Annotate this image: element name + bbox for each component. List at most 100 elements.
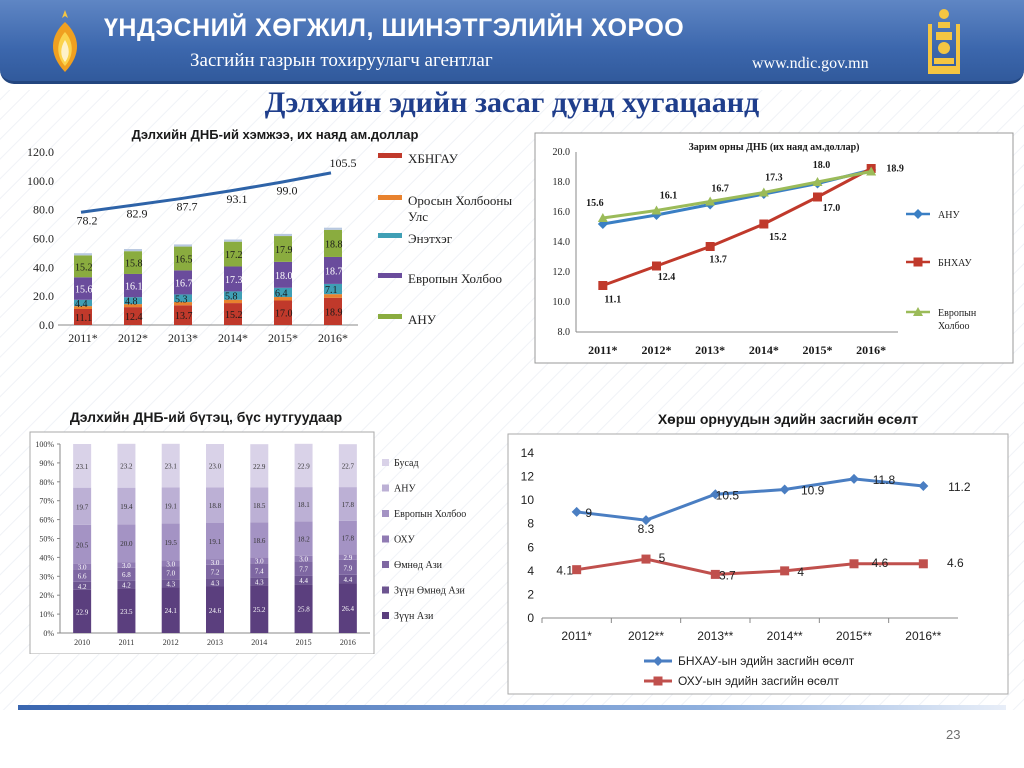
legend-marker: [913, 209, 923, 219]
data-label: 3.0: [122, 562, 131, 570]
bar-segment: [73, 589, 92, 633]
bar-segment: [117, 580, 136, 589]
bar-segment: [338, 520, 357, 555]
x-tick-label: 2015: [296, 638, 312, 647]
y-tick-label: 20.0: [553, 147, 571, 158]
data-label: 15.6: [75, 285, 93, 296]
data-point: [705, 196, 716, 206]
bar-segment: [161, 579, 180, 588]
x-tick-label: 2016: [340, 638, 356, 647]
data-label: 13.7: [175, 311, 193, 322]
bar-segment: [174, 305, 192, 325]
bar-segment: [338, 554, 357, 560]
total-label: 99.0: [277, 183, 298, 197]
x-tick-label: 2013: [207, 638, 223, 647]
y-tick-label: 10: [521, 493, 535, 507]
data-point: [597, 213, 608, 222]
data-label: 3.0: [78, 563, 87, 571]
data-label: 23.2: [120, 463, 133, 471]
bar-segment: [174, 294, 192, 303]
bar-segment: [250, 577, 269, 586]
data-label: 7.9: [343, 564, 352, 572]
data-label: 19.4: [120, 503, 133, 511]
chart-selected-countries-gdp: Зарим орны ДНБ (их наяд ам.доллар) 8.0 10.…: [534, 132, 1014, 364]
data-label: 18.2: [297, 536, 310, 544]
bar-segment: [294, 443, 313, 488]
data-point: [710, 489, 721, 500]
bar-segment: [338, 574, 357, 584]
legend-label: Холбоо: [938, 321, 970, 332]
bar-segment: [294, 487, 313, 522]
bar-segment: [74, 277, 92, 300]
bar-segment: [224, 241, 242, 267]
data-point: [849, 559, 859, 569]
bar-segment: [161, 443, 180, 488]
x-tick-label: 2010: [74, 638, 90, 647]
bar-segment: [174, 270, 192, 295]
y-tick-label: 10.0: [553, 297, 571, 308]
bar-segment: [174, 246, 192, 271]
total-label: 78.2: [77, 213, 98, 227]
data-label: 23.1: [76, 463, 89, 471]
data-label: 19.7: [76, 503, 89, 511]
legend-marker: [653, 676, 663, 686]
bar-cap: [124, 249, 142, 252]
bar-segment: [74, 299, 92, 307]
data-point: [849, 473, 859, 484]
bar-segment: [274, 261, 292, 288]
legend-swatch: [382, 484, 389, 492]
data-label: 5: [659, 551, 666, 565]
legend-label: Энэтхэг: [408, 231, 452, 246]
data-label: 17.8: [342, 501, 355, 509]
data-label: 25.2: [253, 606, 266, 614]
bar-segment: [224, 299, 242, 304]
data-label: 4.2: [122, 582, 131, 590]
x-tick-label: 2013*: [168, 331, 198, 345]
legend-swatch: [378, 195, 402, 200]
data-label: 4.4: [343, 576, 352, 584]
data-label: 13.7: [709, 255, 727, 266]
x-tick-label: 2016*: [318, 331, 348, 345]
data-label: 4.6: [947, 556, 964, 570]
data-label: 15.8: [125, 259, 143, 270]
data-point: [705, 242, 715, 251]
y-tick-label: 120.0: [27, 145, 54, 159]
bar-cap: [324, 227, 342, 230]
bar-segment: [206, 578, 224, 587]
bar-cap: [274, 233, 292, 237]
data-point: [866, 166, 877, 176]
data-label: 15.2: [769, 232, 787, 243]
x-tick-label: 2014: [251, 638, 267, 647]
y-tick-label: 30%: [39, 572, 54, 581]
data-label: 16.1: [125, 282, 143, 293]
data-label: 4.4: [299, 577, 308, 585]
data-label: 18.1: [297, 501, 310, 509]
data-label: 18.8: [325, 239, 343, 250]
data-label: 7.1: [325, 285, 338, 296]
data-label: 15.6: [586, 198, 604, 209]
data-point: [710, 569, 720, 579]
bar-segment: [294, 555, 313, 562]
data-label: 18.5: [253, 502, 266, 510]
bar-segment: [224, 291, 242, 300]
legend-label: БНХАУ: [938, 258, 973, 269]
data-point: [641, 554, 651, 564]
data-label: 11.2: [948, 480, 971, 494]
bar-segment: [250, 585, 269, 633]
data-label: 3.0: [211, 559, 220, 567]
data-label: 18.0: [813, 160, 831, 171]
y-tick-label: 90%: [39, 459, 54, 468]
bar-segment: [294, 561, 313, 576]
bar-segment: [161, 587, 180, 633]
data-label: 4.2: [78, 583, 87, 591]
data-point: [598, 281, 608, 290]
y-tick-label: 16.0: [553, 207, 571, 218]
legend-label: БНХАУ-ын эдийн засгийн өсөлт: [678, 654, 855, 668]
bar-segment: [206, 559, 224, 565]
bar-segment: [73, 569, 92, 582]
data-label: 15.2: [225, 310, 243, 321]
data-label: 19.1: [165, 503, 178, 511]
bar-segment: [161, 487, 180, 524]
data-label: 20.0: [120, 540, 133, 548]
bar-segment: [294, 584, 313, 633]
